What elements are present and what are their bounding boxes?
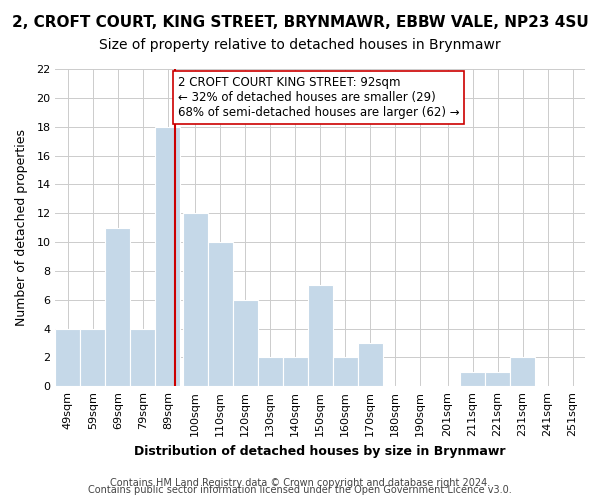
Bar <box>485 372 510 386</box>
Bar <box>510 358 535 386</box>
X-axis label: Distribution of detached houses by size in Brynmawr: Distribution of detached houses by size … <box>134 444 506 458</box>
Bar <box>233 300 258 386</box>
Bar <box>106 228 130 386</box>
Text: Size of property relative to detached houses in Brynmawr: Size of property relative to detached ho… <box>99 38 501 52</box>
Text: Contains public sector information licensed under the Open Government Licence v3: Contains public sector information licen… <box>88 485 512 495</box>
Text: Contains HM Land Registry data © Crown copyright and database right 2024.: Contains HM Land Registry data © Crown c… <box>110 478 490 488</box>
Bar <box>358 343 383 386</box>
Bar <box>208 242 233 386</box>
Bar <box>283 358 308 386</box>
Bar <box>55 328 80 386</box>
Bar <box>333 358 358 386</box>
Bar <box>183 213 208 386</box>
Text: 2 CROFT COURT KING STREET: 92sqm
← 32% of detached houses are smaller (29)
68% o: 2 CROFT COURT KING STREET: 92sqm ← 32% o… <box>178 76 460 119</box>
Bar <box>130 328 155 386</box>
Bar <box>460 372 485 386</box>
Bar <box>308 286 333 386</box>
Bar <box>155 126 181 386</box>
Bar <box>258 358 283 386</box>
Text: 2, CROFT COURT, KING STREET, BRYNMAWR, EBBW VALE, NP23 4SU: 2, CROFT COURT, KING STREET, BRYNMAWR, E… <box>11 15 589 30</box>
Y-axis label: Number of detached properties: Number of detached properties <box>15 129 28 326</box>
Bar <box>80 328 106 386</box>
